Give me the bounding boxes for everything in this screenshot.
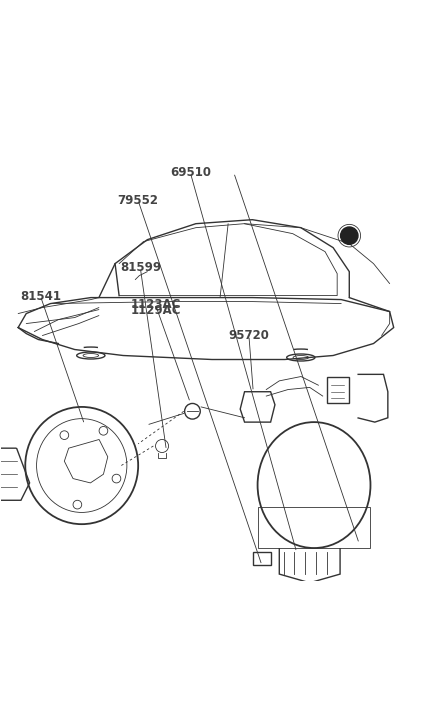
Circle shape xyxy=(340,227,358,244)
Bar xyxy=(253,553,271,566)
Text: 1123AC: 1123AC xyxy=(130,298,181,311)
Text: 95720: 95720 xyxy=(229,329,269,342)
Bar xyxy=(327,377,349,403)
Text: 69510: 69510 xyxy=(170,166,211,179)
Text: 1129AC: 1129AC xyxy=(130,304,181,317)
Text: 79552: 79552 xyxy=(118,194,159,207)
Text: 81541: 81541 xyxy=(20,289,61,302)
Text: 81599: 81599 xyxy=(120,262,161,275)
